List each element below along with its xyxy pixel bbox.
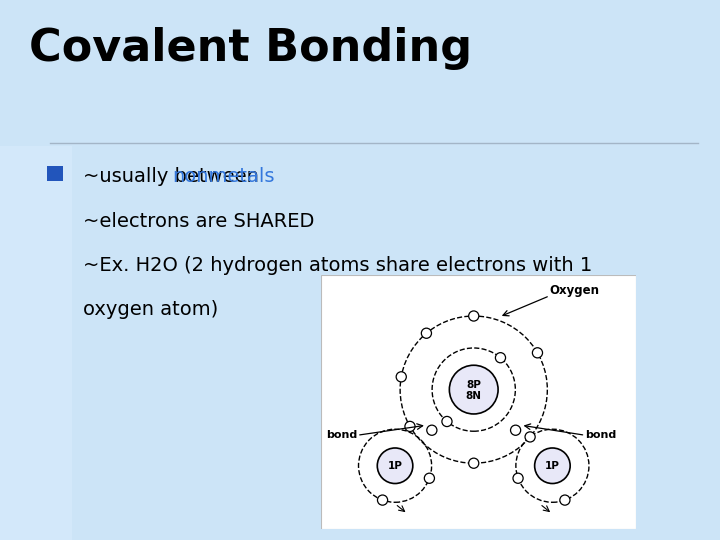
Text: ~Ex. H2O (2 hydrogen atoms share electrons with 1: ~Ex. H2O (2 hydrogen atoms share electro…	[83, 256, 592, 275]
Text: nonmetals: nonmetals	[172, 167, 274, 186]
Text: oxygen atom): oxygen atom)	[83, 300, 218, 319]
Bar	[47, 166, 63, 181]
Bar	[0, 146, 72, 540]
Text: ~electrons are SHARED: ~electrons are SHARED	[83, 212, 314, 231]
Text: Covalent Bonding: Covalent Bonding	[29, 27, 472, 70]
Text: ~usually between: ~usually between	[83, 167, 265, 186]
